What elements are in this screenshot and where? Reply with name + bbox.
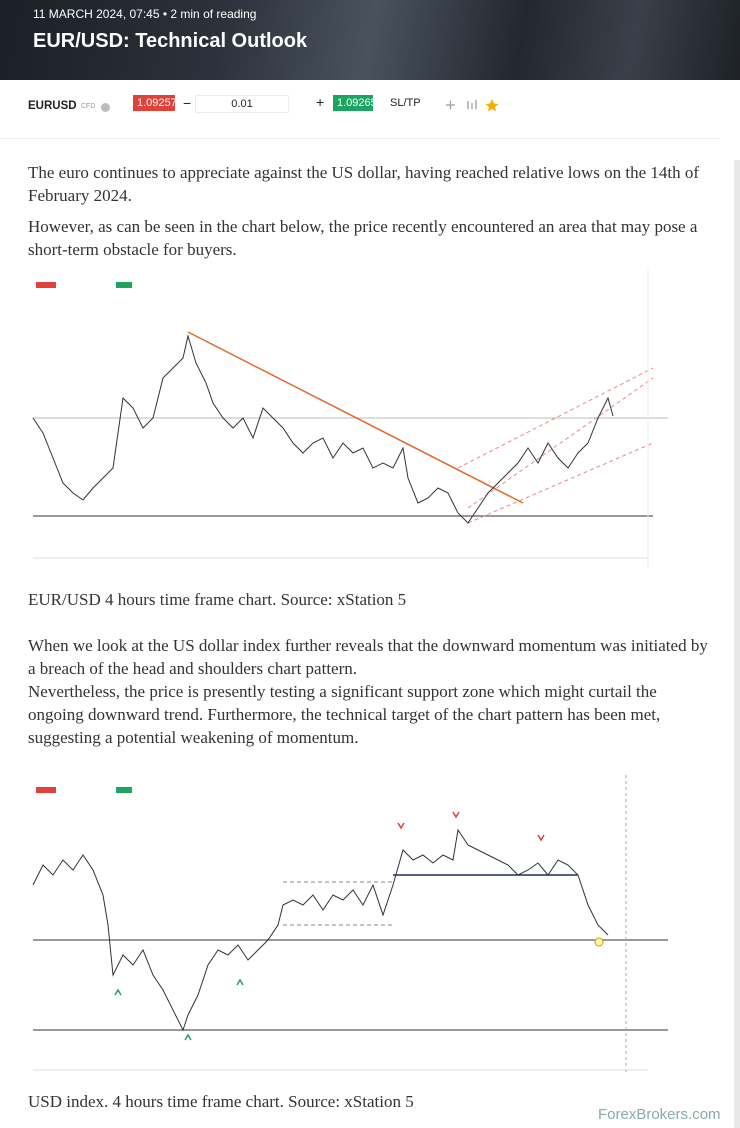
sltp-button[interactable]: SL/TP <box>390 97 421 109</box>
buy-button[interactable]: 1.09265 <box>333 95 377 111</box>
chart-buy <box>116 282 132 288</box>
test-marker <box>594 937 604 947</box>
symbol: EURUSD <box>28 100 77 112</box>
range-box <box>283 881 393 926</box>
eurusd-chart-image <box>28 268 698 578</box>
paragraph: However, as can be seen in the chart bel… <box>28 217 698 259</box>
channel <box>457 367 654 524</box>
volume-input[interactable]: 0.01 <box>195 95 289 113</box>
scrollbar <box>734 160 740 1128</box>
chart-sell <box>36 787 56 793</box>
paragraph: Nevertheless, the price is presently tes… <box>28 682 661 747</box>
favorite-icon[interactable] <box>485 99 499 112</box>
add-icon[interactable] <box>446 100 455 110</box>
shoulder-arrows <box>397 811 545 842</box>
price-path <box>32 828 609 1032</box>
hero-banner: 11 MARCH 2024, 07:45 • 2 min of reading … <box>0 0 740 80</box>
increase-button[interactable]: + <box>316 94 325 110</box>
separator <box>0 138 720 139</box>
up-arrows <box>114 978 244 1041</box>
instrument-type: CFD <box>81 103 96 110</box>
chart-bg <box>28 268 698 578</box>
chart-sell <box>36 282 56 288</box>
usdindex-chart-image <box>28 775 698 1080</box>
sell-button[interactable]: 1.09257 <box>133 95 177 111</box>
site-logo[interactable]: ForexBrokers.com <box>598 1106 721 1123</box>
trend-line <box>187 331 524 504</box>
paragraph: The euro continues to appreciate against… <box>28 163 700 205</box>
toolbar-icons[interactable] <box>444 98 504 112</box>
info-icon[interactable] <box>101 103 110 112</box>
figure-caption: EUR/USD 4 hours time frame chart. Source… <box>28 590 407 609</box>
trade-bar: EURUSD CFD 1.09257 − 0.01 + 1.09265 SL/T… <box>0 94 720 122</box>
chart-buy <box>116 787 132 793</box>
chart-bg <box>28 775 698 1080</box>
price-path <box>32 334 614 524</box>
paragraph: When we look at the US dollar index furt… <box>28 636 708 678</box>
article-meta: 11 MARCH 2024, 07:45 • 2 min of reading <box>33 7 257 21</box>
article-title: EUR/USD: Technical Outlook <box>33 30 308 52</box>
chart-icon[interactable] <box>467 100 477 109</box>
figure-caption: USD index. 4 hours time frame chart. Sou… <box>28 1092 414 1111</box>
decrease-button[interactable]: − <box>183 95 192 111</box>
